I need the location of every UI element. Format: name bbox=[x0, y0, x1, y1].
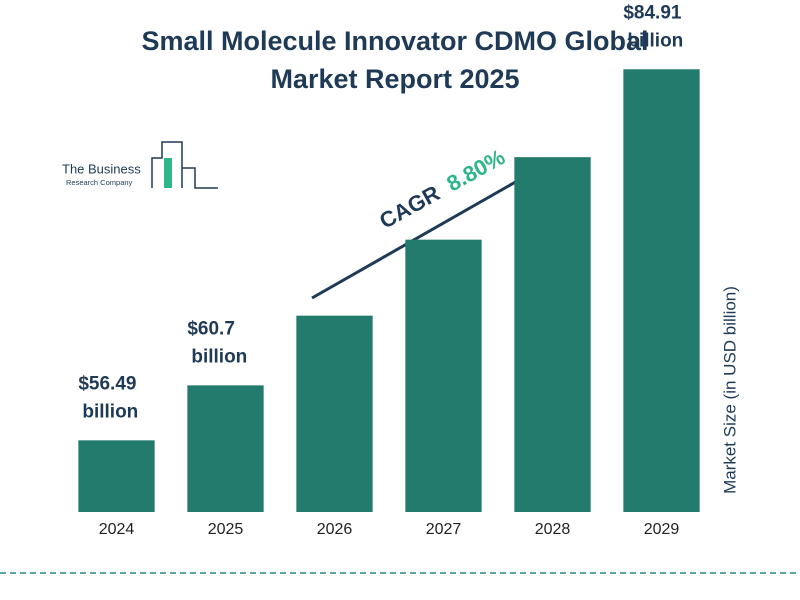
logo-outline bbox=[151, 141, 218, 189]
bar bbox=[405, 239, 482, 512]
bar bbox=[296, 315, 373, 512]
logo-bar bbox=[164, 158, 172, 188]
x-tick-label: 2025 bbox=[208, 521, 244, 538]
logo-text: The Business bbox=[62, 161, 141, 176]
cagr-text: CAGR 8.80% bbox=[375, 144, 509, 233]
bar bbox=[623, 69, 700, 513]
logo: The Business Research Company bbox=[62, 141, 218, 189]
x-tick-label: 2028 bbox=[535, 521, 571, 538]
cagr-arrow bbox=[311, 166, 541, 300]
x-tick-label: 2027 bbox=[426, 521, 462, 538]
x-tick-label: 2026 bbox=[317, 521, 353, 538]
value-label: $56.49 billion bbox=[78, 373, 138, 422]
cagr-label: CAGR bbox=[375, 180, 444, 233]
cagr-value: 8.80% bbox=[442, 144, 509, 196]
bar bbox=[514, 157, 591, 512]
bar bbox=[187, 385, 264, 512]
value-label: $84.91 billion bbox=[623, 2, 683, 51]
logo-subtext: Research Company bbox=[66, 178, 133, 187]
x-tick-label: 2024 bbox=[99, 521, 135, 538]
chart-title: Small Molecule Innovator CDMO Global Mark… bbox=[141, 26, 648, 94]
value-label: $60.7 billion bbox=[187, 318, 247, 367]
bar bbox=[78, 440, 155, 512]
x-tick-label: 2029 bbox=[644, 521, 680, 538]
y-axis-label: Market Size (in USD billion) bbox=[720, 286, 739, 494]
